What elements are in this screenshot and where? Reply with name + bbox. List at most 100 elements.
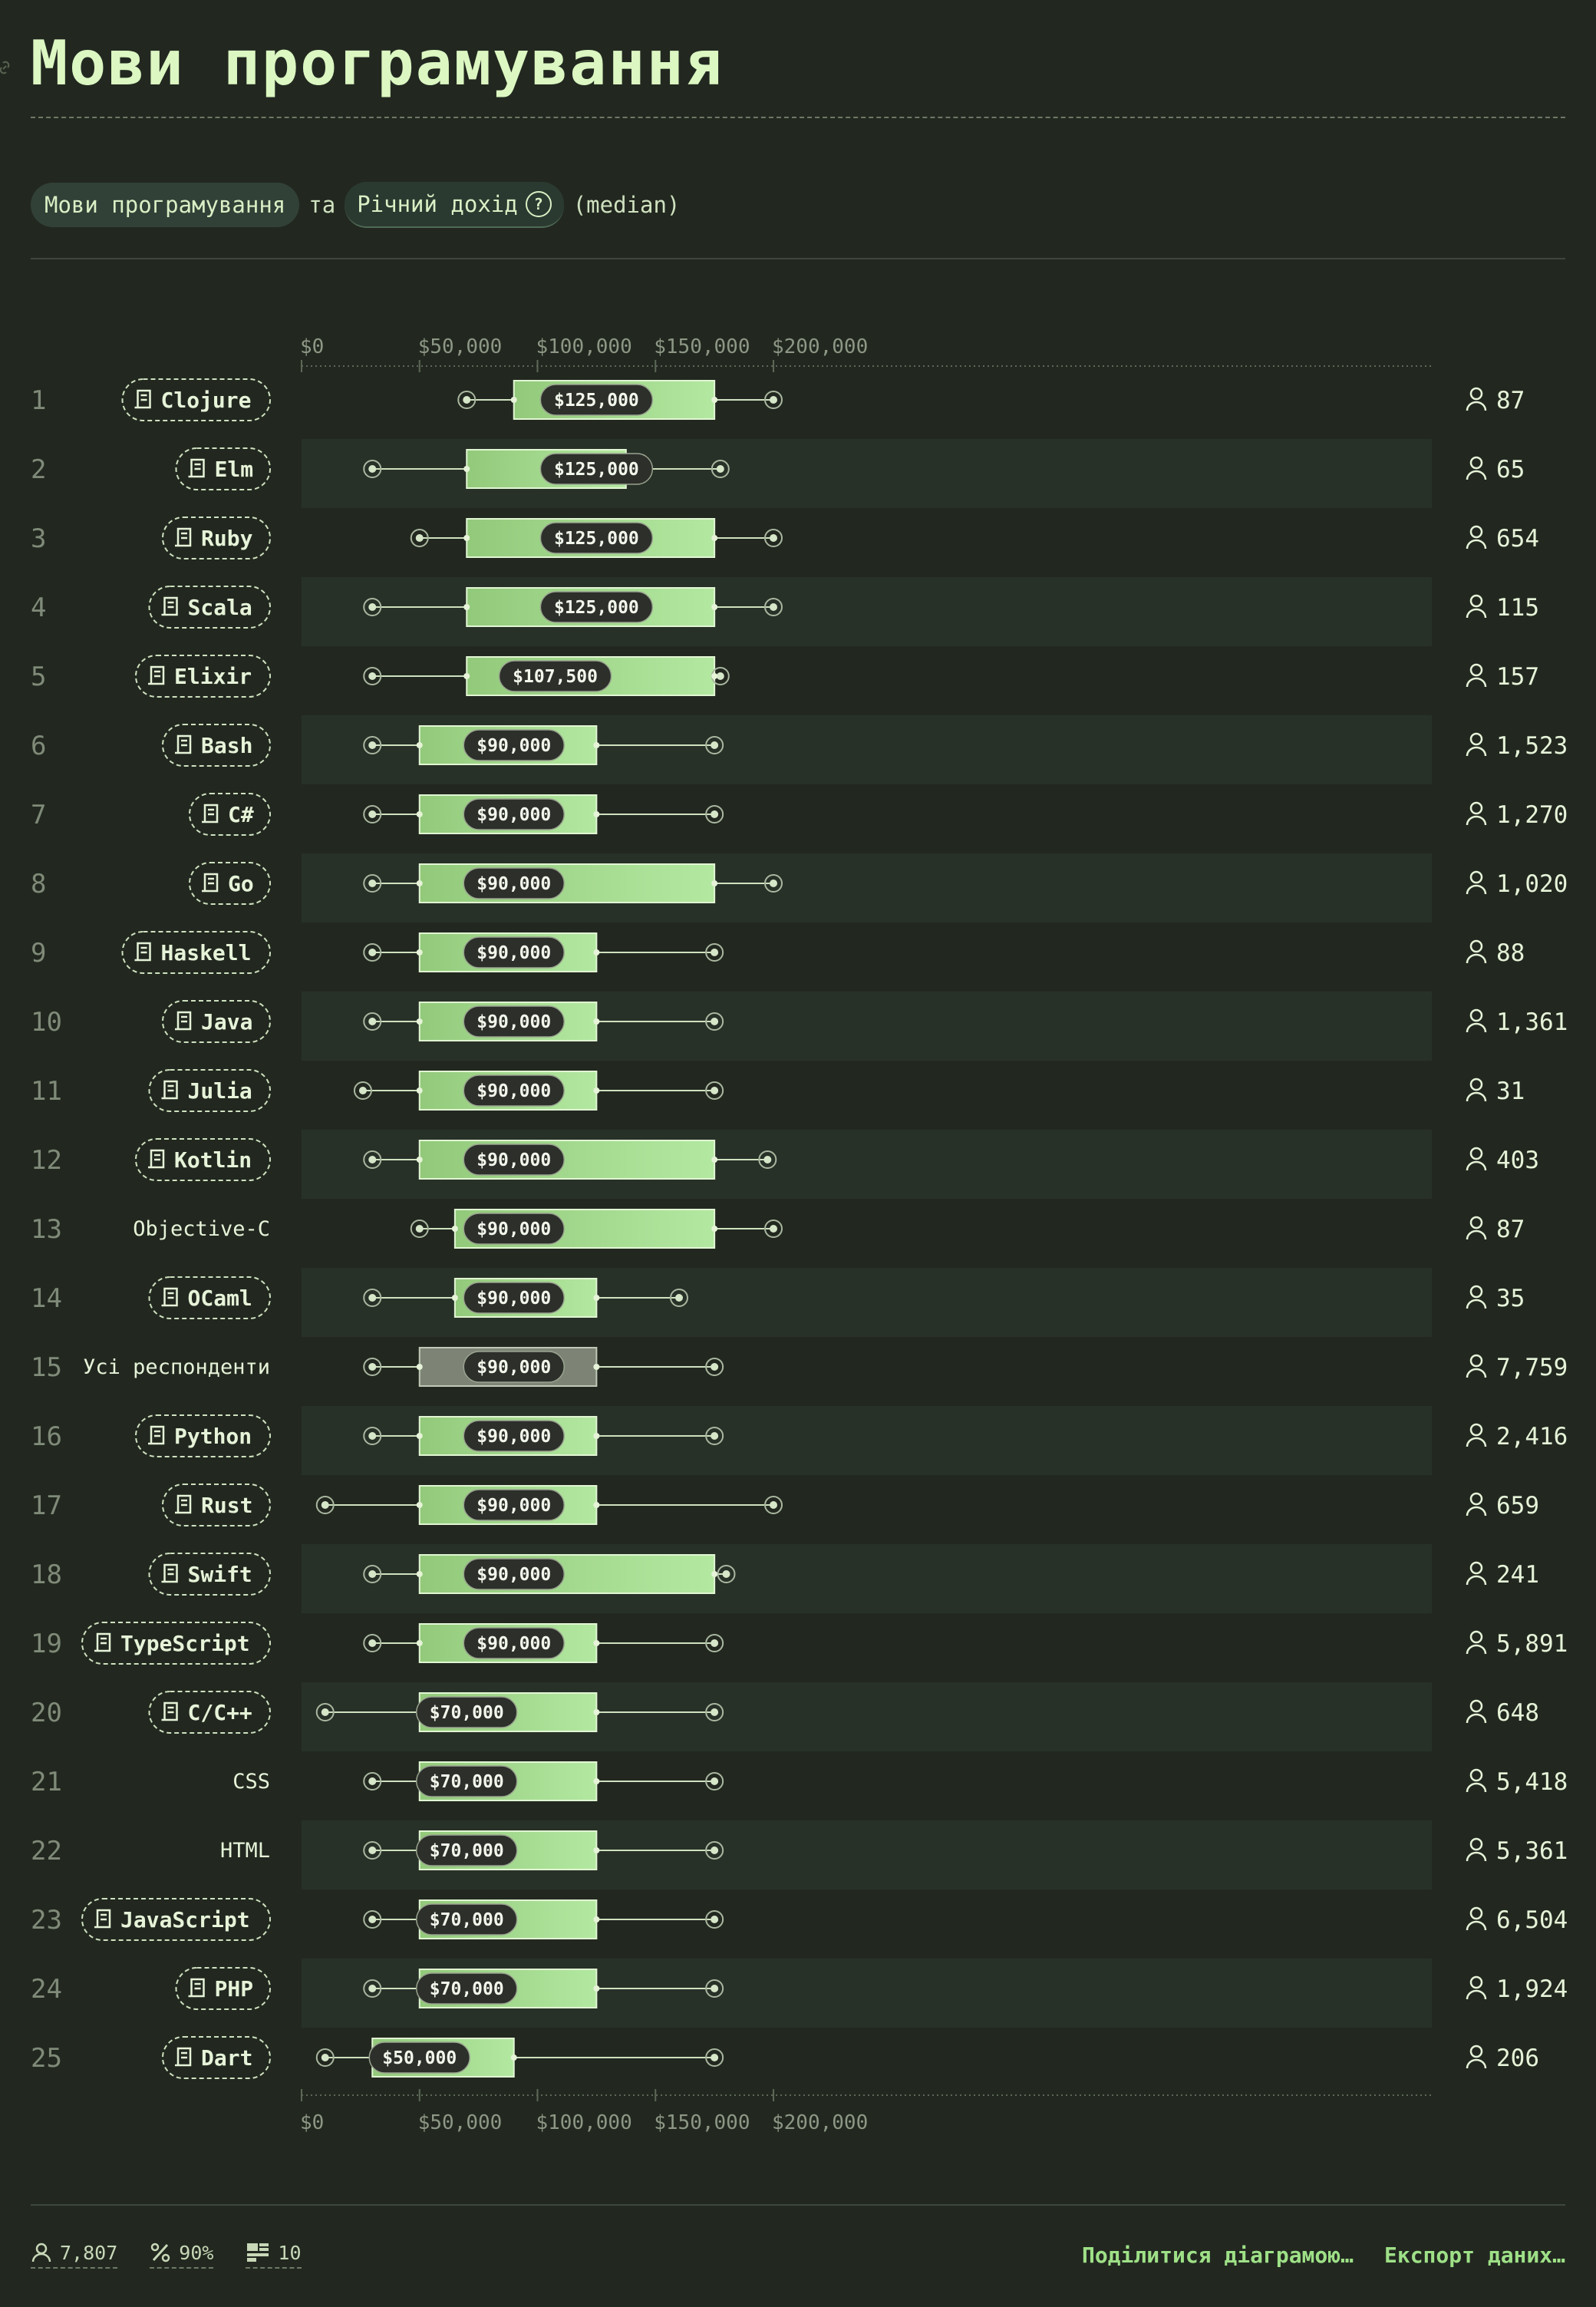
chart-row-14: 14 OCaml $90,000 35 xyxy=(31,1268,1525,1337)
respondent-count: 1,924 xyxy=(1496,1975,1568,2003)
chart-row-12: 12 Kotlin $90,000 403 xyxy=(31,1130,1539,1199)
whisker-high-dot xyxy=(770,534,777,542)
x-tick-label-bottom: $100,000 xyxy=(536,2111,632,2134)
user-icon xyxy=(1469,1630,1483,1644)
respondents-stat[interactable]: 7,807 xyxy=(31,2242,118,2269)
language-name: Усі респонденти xyxy=(83,1355,270,1379)
whisker-low-marker xyxy=(363,874,382,893)
language-tag xyxy=(162,1000,271,1043)
scroll-icon xyxy=(148,665,165,685)
measure-chip[interactable]: Річний дохід? xyxy=(345,182,564,228)
chart-row-22: 22 HTML $70,000 5,361 xyxy=(31,1820,1568,1889)
median-pill xyxy=(539,591,654,623)
whisker-low-dot xyxy=(368,949,377,956)
subtitle-divider xyxy=(31,258,1565,259)
whisker-high-marker xyxy=(705,1358,724,1376)
rank-label: 12 xyxy=(31,1145,62,1176)
footer-actions: Поділитися діаграмою… Експорт даних… xyxy=(1051,2238,1565,2272)
filters-stat[interactable]: 10 xyxy=(246,2242,302,2269)
link-icon[interactable] xyxy=(0,60,12,75)
language-tag xyxy=(162,1484,271,1526)
median-label: $90,000 xyxy=(476,1150,551,1170)
language-name: CSS xyxy=(232,1770,270,1794)
whisker-high-marker xyxy=(705,1081,724,1100)
q3-dot xyxy=(510,2055,517,2061)
scroll-icon xyxy=(148,1149,165,1169)
median-pill xyxy=(498,660,612,692)
user-icon-body xyxy=(1466,1437,1487,1447)
percent-stat[interactable]: 90% xyxy=(150,2242,214,2269)
scroll-icon xyxy=(202,873,219,893)
whisker-high-dot xyxy=(711,1777,719,1785)
user-icon-body xyxy=(1466,2058,1487,2069)
respondent-count: 157 xyxy=(1496,663,1539,691)
median-label: $70,000 xyxy=(430,1772,504,1792)
whisker-low-marker xyxy=(410,1220,429,1238)
scroll-icon xyxy=(175,2047,192,2067)
language-name: Ruby xyxy=(201,526,253,551)
median-pill xyxy=(463,1420,565,1452)
user-icon-body xyxy=(1466,815,1487,826)
median-pill xyxy=(463,1005,565,1038)
export-data-link[interactable]: Експорт даних… xyxy=(1383,2242,1565,2268)
scroll-icon xyxy=(188,1978,205,1998)
whisker-low-dot xyxy=(368,1294,377,1302)
user-icon xyxy=(1469,1492,1483,1506)
q1-dot xyxy=(451,1295,458,1301)
help-icon[interactable]: ? xyxy=(525,191,552,217)
x-tick-label-top: $100,000 xyxy=(536,335,632,358)
language-tag xyxy=(135,1414,271,1457)
median-pill xyxy=(463,1558,565,1590)
q3-dot xyxy=(711,604,718,610)
respondent-count: 88 xyxy=(1496,939,1525,967)
whisker-low-dot xyxy=(368,810,377,818)
q3-dot xyxy=(593,1364,600,1370)
rank-label: 13 xyxy=(31,1214,62,1245)
whisker-low-dot xyxy=(321,1501,329,1509)
x-tick-label-bottom: $200,000 xyxy=(772,2111,868,2134)
rank-label: 1 xyxy=(31,385,46,416)
user-icon-body xyxy=(1466,539,1487,550)
whisker-low-marker xyxy=(363,943,382,962)
whisker-high-marker xyxy=(705,736,724,754)
whisker-high-marker xyxy=(670,1289,688,1307)
median-pill xyxy=(539,453,654,485)
whisker-high-marker xyxy=(764,598,783,616)
user-icon-body xyxy=(1466,1713,1487,1724)
whisker-low-dot xyxy=(415,534,424,542)
user-icon xyxy=(1469,1906,1483,1920)
filter-icon xyxy=(247,2243,269,2262)
chart-row-6: 6 Bash $90,000 1,523 xyxy=(31,715,1568,784)
whisker-low-dot xyxy=(368,1639,377,1647)
median-label: $125,000 xyxy=(554,529,639,549)
q1-dot xyxy=(463,535,470,541)
median-pill xyxy=(368,2041,470,2074)
whisker-high-marker xyxy=(705,2048,724,2067)
rank-label: 4 xyxy=(31,592,46,623)
whisker-high-marker xyxy=(705,1703,724,1721)
whisker-high-dot xyxy=(770,396,777,404)
chart-subtitle: Мови програмування та Річний дохід? (med… xyxy=(31,182,689,228)
dimension-chip[interactable]: Мови програмування xyxy=(31,183,300,227)
scroll-icon xyxy=(161,1701,178,1721)
language-name: Elm xyxy=(215,457,254,482)
chart-row-15: 15 Усі респонденти $90,000 7,759 xyxy=(31,1347,1568,1387)
x-tick-label-bottom: $150,000 xyxy=(654,2111,750,2134)
median-pill xyxy=(463,936,565,969)
user-icon-body xyxy=(1466,1091,1487,1102)
whisker-high-dot xyxy=(675,1294,683,1302)
respondent-count: 5,891 xyxy=(1496,1630,1568,1658)
whisker-high-dot xyxy=(711,741,719,749)
scroll-icon xyxy=(134,389,151,409)
rank-label: 7 xyxy=(31,800,46,830)
rank-label: 6 xyxy=(31,731,46,761)
user-icon-body xyxy=(1466,746,1487,757)
share-chart-link[interactable]: Поділитися діаграмою… xyxy=(1081,2242,1354,2268)
q3-dot xyxy=(711,673,718,679)
user-icon xyxy=(1469,939,1483,953)
whisker-high-marker xyxy=(705,1910,724,1929)
whisker-low-marker xyxy=(363,1427,382,1445)
language-name: C# xyxy=(228,802,254,827)
user-icon xyxy=(31,2243,51,2262)
percent-icon xyxy=(151,2243,170,2262)
